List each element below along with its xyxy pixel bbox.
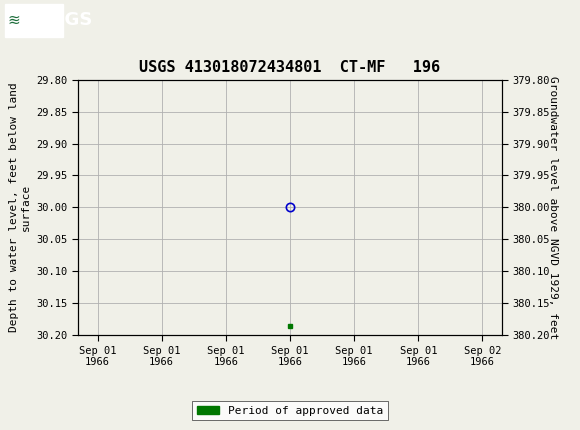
Y-axis label: Groundwater level above NGVD 1929, feet: Groundwater level above NGVD 1929, feet <box>548 76 558 339</box>
Text: USGS: USGS <box>38 12 93 29</box>
Legend: Period of approved data: Period of approved data <box>193 401 387 420</box>
Y-axis label: Depth to water level, feet below land
surface: Depth to water level, feet below land su… <box>9 83 31 332</box>
Text: ≋: ≋ <box>8 13 20 28</box>
Text: USGS 413018072434801  CT-MF   196: USGS 413018072434801 CT-MF 196 <box>139 60 441 75</box>
Bar <box>5 4 63 37</box>
